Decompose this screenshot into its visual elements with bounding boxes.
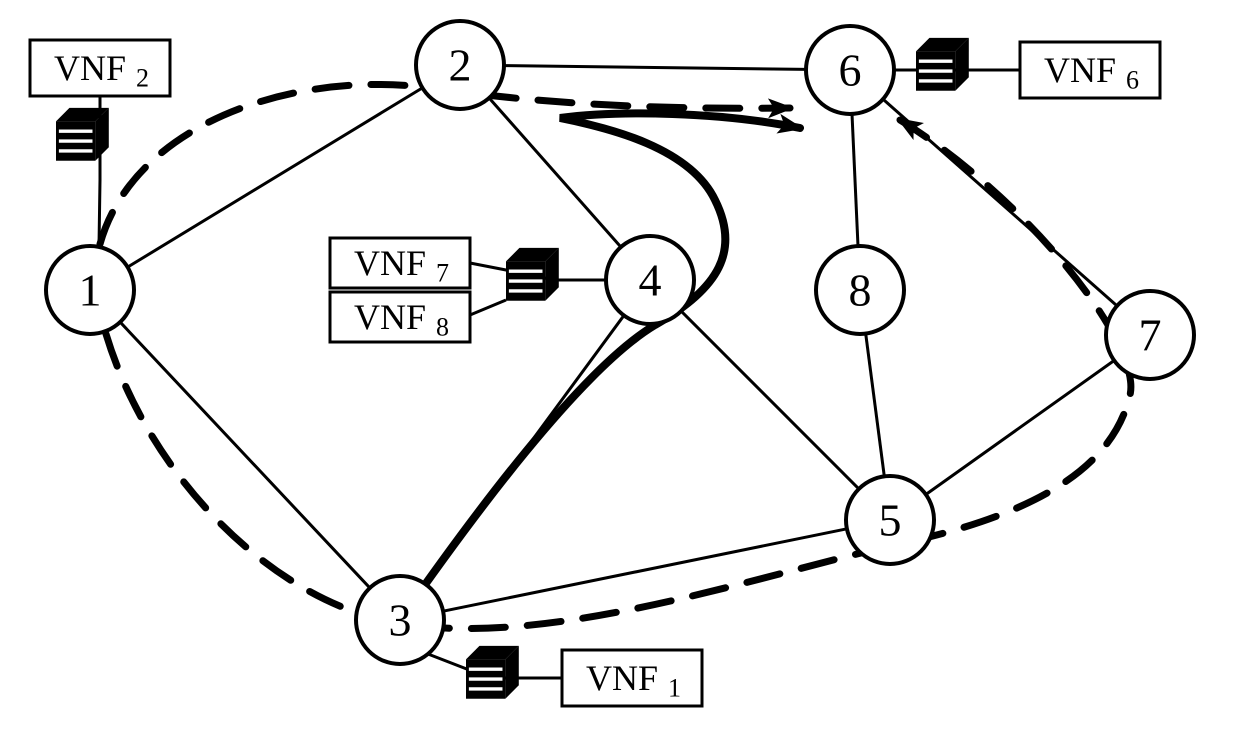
edge-5-8	[866, 334, 885, 477]
node-2: 2	[416, 21, 504, 109]
vnf-1-subscript: 1	[668, 674, 681, 703]
sfc-path-dashed-bottom	[106, 120, 1131, 629]
edge-3-5	[443, 529, 847, 611]
node-5: 5	[846, 476, 934, 564]
vnf-6-server-icon	[916, 38, 969, 91]
vnf-8-label: VNF	[354, 297, 426, 337]
vnf-7-subscript: 7	[436, 259, 449, 288]
vnf-1-group: VNF 1	[428, 646, 702, 706]
node-1-label: 1	[79, 265, 102, 316]
paths-layer	[100, 84, 1131, 628]
vnf-2-subscript: 2	[136, 64, 149, 93]
vnf-8-connector	[470, 300, 506, 315]
edge-4-5	[681, 311, 859, 489]
vnf-8-group: VNF 8	[330, 292, 506, 342]
vnf-1-label: VNF	[586, 658, 658, 698]
vnf-6-subscript: 6	[1126, 66, 1139, 95]
node-3: 3	[356, 576, 444, 664]
edge-2-6	[504, 66, 806, 70]
node-6-label: 6	[839, 45, 862, 96]
edge-5-7	[926, 361, 1114, 495]
node-3-label: 3	[389, 595, 412, 646]
vnf-6-label: VNF	[1044, 50, 1116, 90]
node-4-label: 4	[639, 255, 662, 306]
network-diagram: VNF 2 VNF 6 VNF 7 VNF 8 VNF 1 1 2 3 4 5 6 7 8	[0, 0, 1240, 735]
node-5-label: 5	[879, 495, 902, 546]
vnf-6-group: VNF 6	[894, 38, 1160, 98]
vnf-7-label: VNF	[354, 243, 426, 283]
node-2-label: 2	[449, 40, 472, 91]
node-8-label: 8	[849, 265, 872, 316]
vnf-7-server-icon	[506, 248, 559, 301]
node-7: 7	[1106, 291, 1194, 379]
edge-6-8	[852, 114, 858, 246]
node-8: 8	[816, 246, 904, 334]
vnf-2-server-icon	[56, 108, 109, 161]
vnf-8-subscript: 8	[436, 313, 449, 342]
edge-2-4	[489, 98, 621, 247]
node-7-label: 7	[1139, 310, 1162, 361]
node-6: 6	[806, 26, 894, 114]
vnf-1-server-icon	[466, 646, 519, 699]
sfc-path-solid	[400, 113, 800, 620]
node-4: 4	[606, 236, 694, 324]
node-1: 1	[46, 246, 134, 334]
vnf-2-label: VNF	[54, 48, 126, 88]
vnf-2-group: VNF 2	[30, 40, 170, 246]
